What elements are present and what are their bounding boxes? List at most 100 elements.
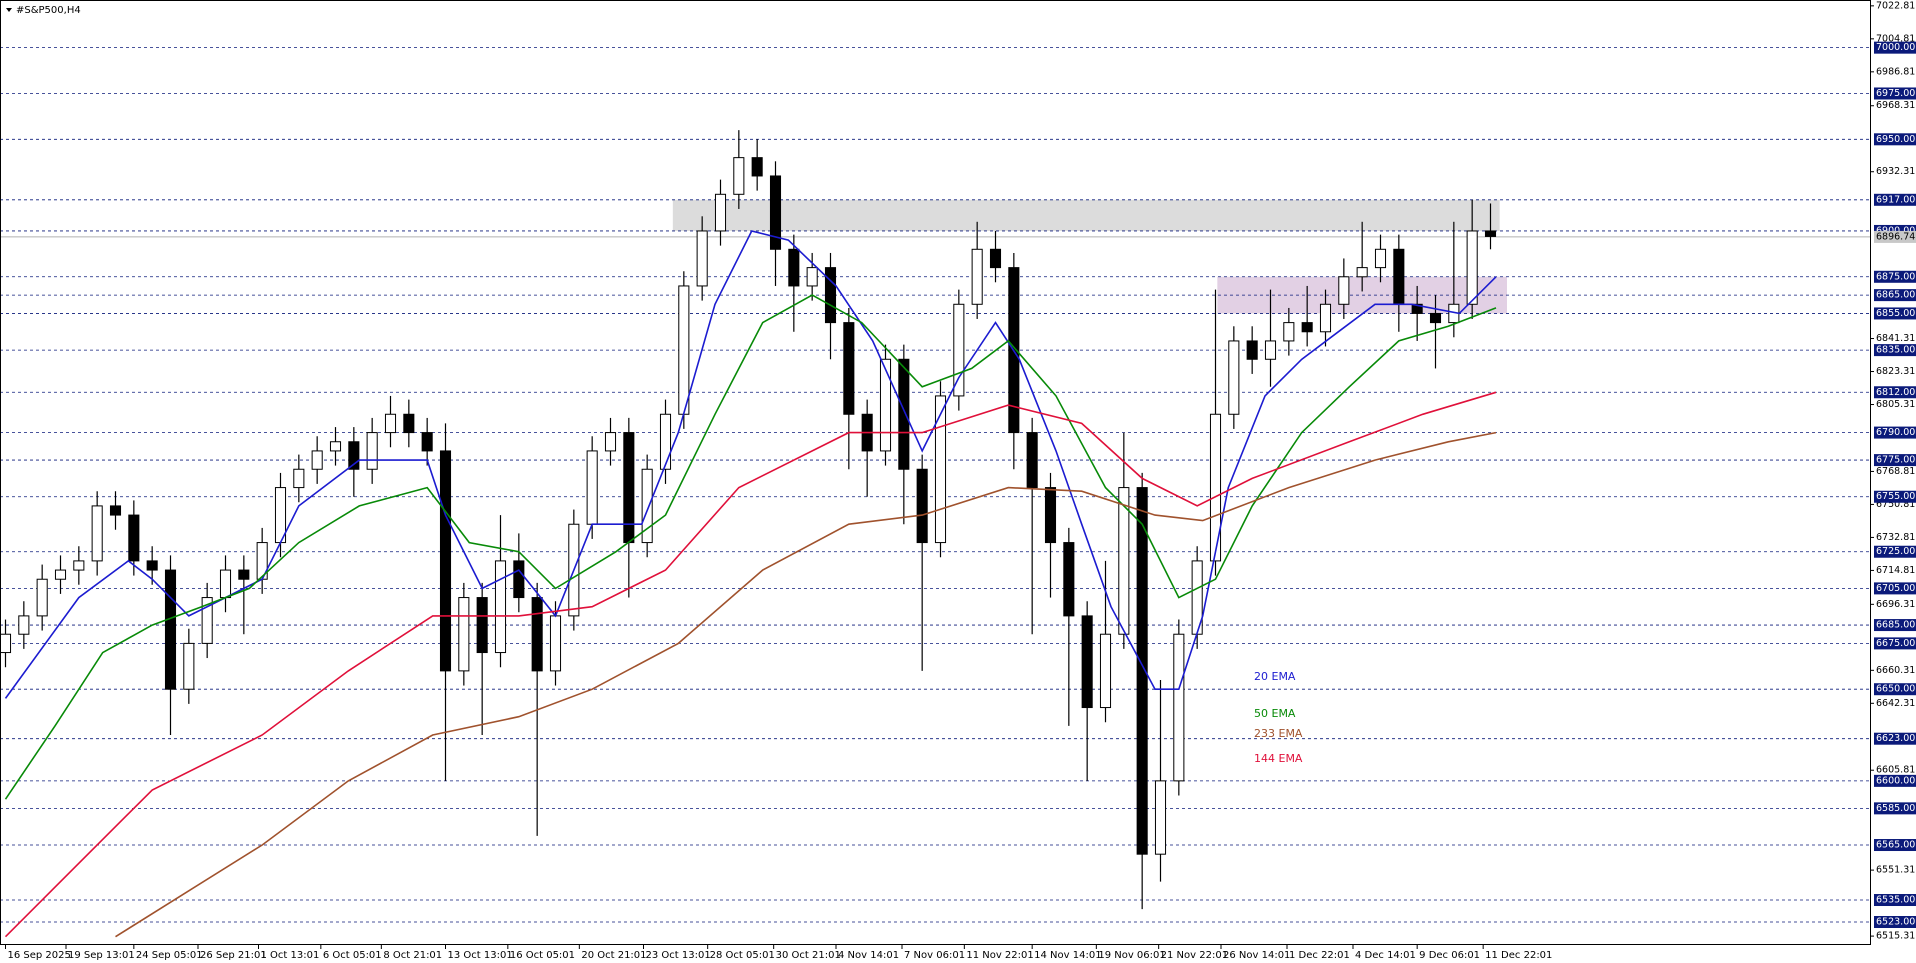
level-label-box: [1874, 839, 1916, 852]
y-tick-label: 6732.81: [1876, 532, 1915, 543]
candle-body: [953, 303, 965, 397]
candle-body: [1246, 340, 1258, 360]
x-tick-label: 9 Dec 06:01: [1419, 950, 1480, 961]
level-label: 6600.00: [1876, 775, 1915, 786]
y-tick-label: 6823.31: [1876, 366, 1915, 377]
candle-body: [73, 560, 85, 571]
candle-body: [348, 441, 360, 470]
candle-body: [898, 358, 910, 470]
x-tick-label: 30 Oct 21:01: [776, 950, 841, 961]
legend-label: 144 EMA: [1254, 752, 1303, 765]
level-label: 6875.00: [1876, 271, 1915, 282]
candle-body: [164, 569, 177, 690]
candle-body: [843, 322, 855, 415]
candle-body: [219, 569, 232, 599]
x-tick-label: 4 Dec 14:01: [1355, 950, 1416, 961]
candle-body: [458, 597, 470, 672]
level-label: 6623.00: [1876, 733, 1915, 744]
candle-body: [531, 597, 543, 672]
level-label-box: [1874, 193, 1916, 206]
candle-body: [1209, 413, 1222, 562]
candle-body: [109, 505, 122, 516]
y-tick-label: 6932.31: [1876, 166, 1915, 177]
candle-body: [494, 560, 507, 654]
candle-body: [0, 633, 12, 654]
candle-body: [1393, 248, 1405, 305]
level-label-box: [1874, 386, 1916, 399]
menu-arrow[interactable]: [6, 8, 12, 12]
level-label-box: [1874, 916, 1916, 929]
candle-body: [1173, 633, 1185, 782]
level-label: 6855.00: [1876, 308, 1915, 319]
x-tick-label: 1 Dec 22:01: [1289, 950, 1350, 961]
candle-body: [201, 597, 213, 644]
level-label-box: [1874, 774, 1916, 787]
y-tick-label: 6605.81: [1876, 765, 1915, 776]
candle-body: [476, 597, 488, 654]
level-label: 6975.00: [1876, 88, 1915, 99]
candle-body: [366, 432, 378, 470]
level-label-box: [1874, 454, 1916, 467]
candle-body: [311, 450, 323, 470]
legend-label: 233 EMA: [1254, 727, 1303, 740]
candle-body: [293, 468, 305, 489]
candle-body: [824, 267, 837, 324]
candle-body: [1374, 248, 1387, 269]
zone: [672, 199, 1500, 231]
candle-body: [788, 248, 800, 287]
candle-body: [1356, 267, 1368, 278]
candle-body: [18, 615, 30, 635]
y-tick-label: 7022.81: [1876, 0, 1915, 11]
level-label: 6917.00: [1876, 194, 1915, 205]
y-tick-label: 6660.31: [1876, 665, 1915, 676]
level-label-box: [1874, 490, 1916, 503]
y-tick-label: 6768.81: [1876, 466, 1915, 477]
current-price-label: 6896.74: [1876, 231, 1915, 242]
candle-body: [714, 193, 727, 232]
x-tick-label: 8 Oct 21:01: [383, 950, 442, 961]
candle-body: [1154, 780, 1167, 855]
level-label-box: [1874, 545, 1916, 558]
candle-body: [1136, 487, 1148, 855]
candle-body: [1338, 276, 1350, 305]
y-tick-label: 6841.31: [1876, 333, 1915, 344]
candle-body: [879, 358, 892, 452]
x-tick-label: 7 Nov 06:01: [904, 950, 965, 961]
candle-body: [751, 157, 763, 177]
level-label: 6650.00: [1876, 684, 1915, 695]
candle-body: [1283, 322, 1295, 342]
candle-body: [1319, 303, 1332, 333]
candle-body: [1044, 487, 1057, 544]
candle-body: [1099, 633, 1112, 709]
level-label: 6675.00: [1876, 638, 1915, 649]
y-tick-label: 7004.81: [1876, 33, 1915, 44]
level-label-box: [1874, 732, 1916, 745]
level-label-box: [1874, 289, 1916, 302]
x-tick-label: 19 Sep 13:01: [68, 950, 135, 961]
level-label: 6812.00: [1876, 387, 1915, 398]
candle-body: [146, 560, 158, 571]
y-tick-label: 6805.31: [1876, 399, 1915, 410]
candle-body: [733, 157, 745, 195]
x-tick-label: 1 Oct 13:01: [261, 950, 320, 961]
level-label: 6565.00: [1876, 840, 1915, 851]
level-label-box: [1874, 307, 1916, 320]
x-tick-label: 24 Sep 05:01: [136, 950, 203, 961]
level-label: 6775.00: [1876, 455, 1915, 466]
level-label: 6790.00: [1876, 427, 1915, 438]
candle-body: [678, 285, 690, 415]
candle-body: [1411, 303, 1423, 314]
level-label-box: [1874, 41, 1916, 54]
y-tick-label: 6968.31: [1876, 100, 1915, 111]
y-tick-label: 6551.31: [1876, 865, 1915, 876]
level-label-box: [1874, 344, 1916, 357]
y-tick-label: 6714.81: [1876, 565, 1915, 576]
candle-body: [934, 395, 947, 544]
candle-body: [971, 248, 983, 305]
candle-body: [696, 230, 708, 287]
candle-body: [641, 468, 653, 544]
y-tick-label: 6515.31: [1876, 931, 1915, 942]
level-label-box: [1874, 270, 1916, 283]
level-label-box: [1874, 894, 1916, 907]
